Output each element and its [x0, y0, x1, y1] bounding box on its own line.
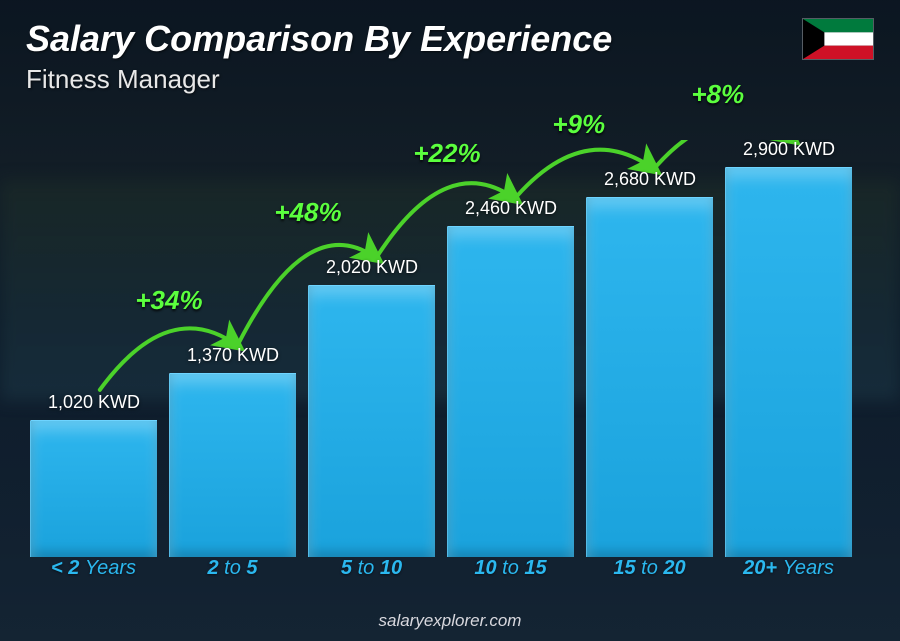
- bar-value-label: 2,020 KWD: [326, 257, 418, 278]
- bar: 2,900 KWD: [725, 167, 852, 557]
- header: Salary Comparison By Experience Fitness …: [26, 18, 874, 95]
- x-axis-category: 2 to 5: [169, 557, 296, 585]
- x-axis-category: 10 to 15: [447, 557, 574, 585]
- x-axis-category: < 2 Years: [30, 557, 157, 585]
- increase-percent-label: +34%: [135, 285, 202, 316]
- x-axis-category: 15 to 20: [586, 557, 713, 585]
- bar-slot: 2,680 KWD: [586, 197, 713, 557]
- bar: 2,460 KWD: [447, 226, 574, 557]
- bar: 2,680 KWD: [586, 197, 713, 557]
- kuwait-flag-icon: [802, 18, 874, 60]
- increase-percent-label: +8%: [691, 79, 744, 110]
- bar: 1,370 KWD: [169, 373, 296, 557]
- increase-percent-label: +48%: [274, 197, 341, 228]
- bar-value-label: 2,680 KWD: [604, 169, 696, 190]
- bar-slot: 1,020 KWD: [30, 420, 157, 557]
- bar-slot: 2,020 KWD: [308, 285, 435, 557]
- bar-slot: 1,370 KWD: [169, 373, 296, 557]
- bar-slot: 2,460 KWD: [447, 226, 574, 557]
- page-title: Salary Comparison By Experience: [26, 18, 874, 60]
- bar-value-label: 1,020 KWD: [48, 392, 140, 413]
- x-axis-category: 20+ Years: [725, 557, 852, 585]
- bar-value-label: 2,460 KWD: [465, 198, 557, 219]
- x-axis-category: 5 to 10: [308, 557, 435, 585]
- footer-credit: salaryexplorer.com: [0, 611, 900, 631]
- bar-value-label: 1,370 KWD: [187, 345, 279, 366]
- increase-percent-label: +9%: [552, 109, 605, 140]
- salary-bar-chart: 1,020 KWD1,370 KWD2,020 KWD2,460 KWD2,68…: [30, 140, 852, 585]
- x-axis-labels: < 2 Years 2 to 5 5 to 10 10 to 15 15 to 20 20…: [30, 557, 852, 585]
- bar: 1,020 KWD: [30, 420, 157, 557]
- increase-percent-label: +22%: [413, 138, 480, 169]
- bar-slot: 2,900 KWD: [725, 167, 852, 557]
- bar: 2,020 KWD: [308, 285, 435, 557]
- page-subtitle: Fitness Manager: [26, 64, 874, 95]
- bars-row: 1,020 KWD1,370 KWD2,020 KWD2,460 KWD2,68…: [30, 140, 852, 557]
- bar-value-label: 2,900 KWD: [743, 139, 835, 160]
